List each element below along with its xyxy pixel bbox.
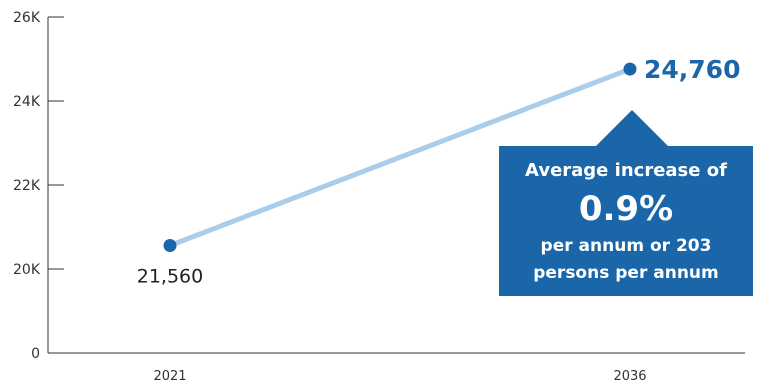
data-label-2036: 24,760 xyxy=(644,55,740,84)
x-tick-group: 2021 2036 xyxy=(153,369,646,384)
y-tick-label: 22K xyxy=(13,178,41,194)
callout-box: Average increase of 0.9% per annum or 20… xyxy=(499,110,753,296)
x-tick-label: 2036 xyxy=(613,369,646,384)
x-tick-label: 2021 xyxy=(153,369,186,384)
y-tick-label: 26K xyxy=(13,10,41,26)
data-point-2021 xyxy=(163,238,177,252)
y-tick-label: 20K xyxy=(13,262,41,278)
callout-line-1: Average increase of xyxy=(525,160,727,181)
y-tick-label: 0 xyxy=(31,346,40,362)
data-label-2021: 21,560 xyxy=(137,265,203,287)
callout-line-4: persons per annum xyxy=(533,263,719,283)
data-point-2036 xyxy=(623,62,637,76)
series-line xyxy=(167,66,633,248)
callout-line-3: per annum or 203 xyxy=(541,236,712,256)
callout-percentage: 0.9% xyxy=(579,189,673,229)
y-tick-group: 0 20K 22K 24K 26K xyxy=(13,10,64,362)
data-point-group xyxy=(163,62,637,252)
callout-background xyxy=(499,110,753,296)
y-tick-label: 24K xyxy=(13,94,41,110)
